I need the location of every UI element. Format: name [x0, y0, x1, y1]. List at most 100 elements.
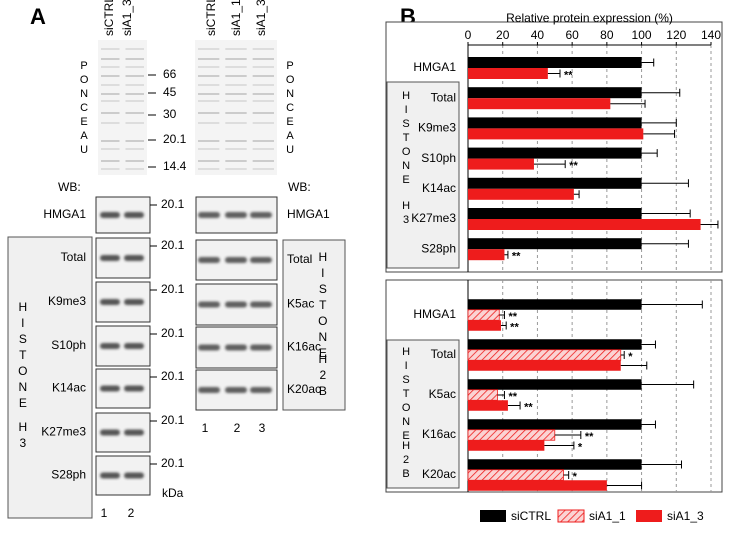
significance-label: **	[524, 401, 533, 413]
band	[250, 301, 272, 308]
group-label: H2B	[316, 352, 330, 400]
legend-label: siCTRL	[511, 509, 551, 523]
group-box	[386, 339, 460, 489]
ponceau-band	[101, 75, 120, 77]
error-bar	[573, 190, 580, 199]
ponceau-band	[125, 75, 144, 77]
ponceau-band	[101, 58, 120, 60]
ponceau-band	[101, 66, 120, 68]
band	[100, 343, 120, 349]
ponceau-band	[225, 93, 247, 95]
wb-label: WB:	[58, 180, 81, 194]
ponceau-band	[252, 122, 274, 124]
bar	[468, 57, 642, 68]
ponceau-band	[252, 160, 274, 162]
ponceau-label: PONCEAU	[284, 60, 296, 158]
error-bar	[500, 321, 507, 330]
error-bar	[641, 380, 695, 389]
ponceau-band	[252, 112, 274, 114]
ponceau-band	[198, 58, 220, 60]
ponceau-band	[225, 58, 247, 60]
significance-label: **	[512, 251, 521, 263]
group-label: H3	[400, 200, 412, 228]
group-label: HISTONE	[16, 300, 30, 412]
ponceau-band	[101, 160, 120, 162]
lane-number: 1	[202, 421, 209, 435]
error-bar	[643, 129, 676, 138]
bar	[468, 480, 607, 491]
band	[124, 429, 144, 436]
bar	[468, 299, 642, 310]
ponceau-label: PONCEAU	[78, 60, 90, 158]
marker-label: 20.1	[161, 197, 185, 211]
band	[100, 212, 120, 218]
bar	[468, 320, 501, 331]
ponceau-band	[252, 168, 274, 170]
band	[225, 212, 247, 218]
bar	[468, 188, 574, 200]
marker-label: 30	[163, 107, 177, 121]
ponceau-band	[252, 93, 274, 95]
ponceau-band	[125, 148, 144, 150]
wb-label: WB:	[288, 180, 311, 194]
panel-label: A	[30, 4, 46, 29]
ponceau-band	[225, 66, 247, 68]
bar	[468, 208, 642, 219]
bar	[468, 98, 611, 110]
ponceau-band	[225, 122, 247, 124]
error-bar	[499, 311, 505, 319]
ponceau-band	[198, 66, 220, 68]
ponceau-band	[125, 58, 144, 60]
ponceau-band	[198, 84, 220, 86]
marker-label: 14.4	[163, 159, 187, 173]
error-bar	[563, 471, 570, 479]
ponceau-band	[198, 122, 220, 124]
bar	[468, 87, 642, 99]
marker-label: 20.1	[161, 326, 185, 340]
significance-label: **	[508, 311, 517, 323]
ponceau-band	[198, 112, 220, 114]
ponceau-band	[101, 93, 120, 95]
lane-label: siA1_3	[120, 0, 134, 36]
group-label: H3	[16, 420, 30, 452]
error-bar	[547, 69, 561, 78]
band	[100, 385, 120, 392]
ponceau-band	[252, 75, 274, 77]
ponceau-band	[101, 48, 120, 50]
error-bar	[533, 160, 566, 169]
ponceau-band	[101, 140, 120, 142]
significance-label: *	[628, 351, 633, 363]
band	[124, 299, 144, 305]
significance-label: **	[564, 69, 573, 81]
group-label: HISTONE	[400, 346, 412, 444]
bar	[468, 339, 642, 350]
lane-label: siA1_3	[254, 0, 268, 36]
band	[198, 344, 220, 351]
group-label: HISTONE	[316, 250, 330, 362]
error-bar	[641, 149, 658, 158]
error-bar	[497, 391, 505, 399]
ponceau-band	[225, 84, 247, 86]
blot-label: S28ph	[51, 468, 86, 482]
band	[198, 301, 220, 308]
ponceau-band	[198, 75, 220, 77]
bar	[467, 429, 556, 441]
ponceau-band	[225, 140, 247, 142]
bar	[467, 349, 622, 361]
bar	[468, 440, 545, 451]
significance-label: **	[508, 391, 517, 403]
error-bar	[610, 99, 646, 108]
ponceau-band	[198, 168, 220, 170]
category-label: Total	[431, 347, 456, 361]
x-tick-label: 140	[701, 28, 721, 42]
x-tick-label: 20	[496, 28, 510, 42]
error-bar	[620, 361, 648, 370]
band	[225, 344, 247, 351]
ponceau-band	[225, 148, 247, 150]
marker-label: 20.1	[161, 456, 185, 470]
bar	[468, 459, 642, 470]
marker-label: 20.1	[161, 369, 185, 383]
ponceau-band	[125, 112, 144, 114]
ponceau-band	[198, 160, 220, 162]
band	[100, 299, 120, 305]
